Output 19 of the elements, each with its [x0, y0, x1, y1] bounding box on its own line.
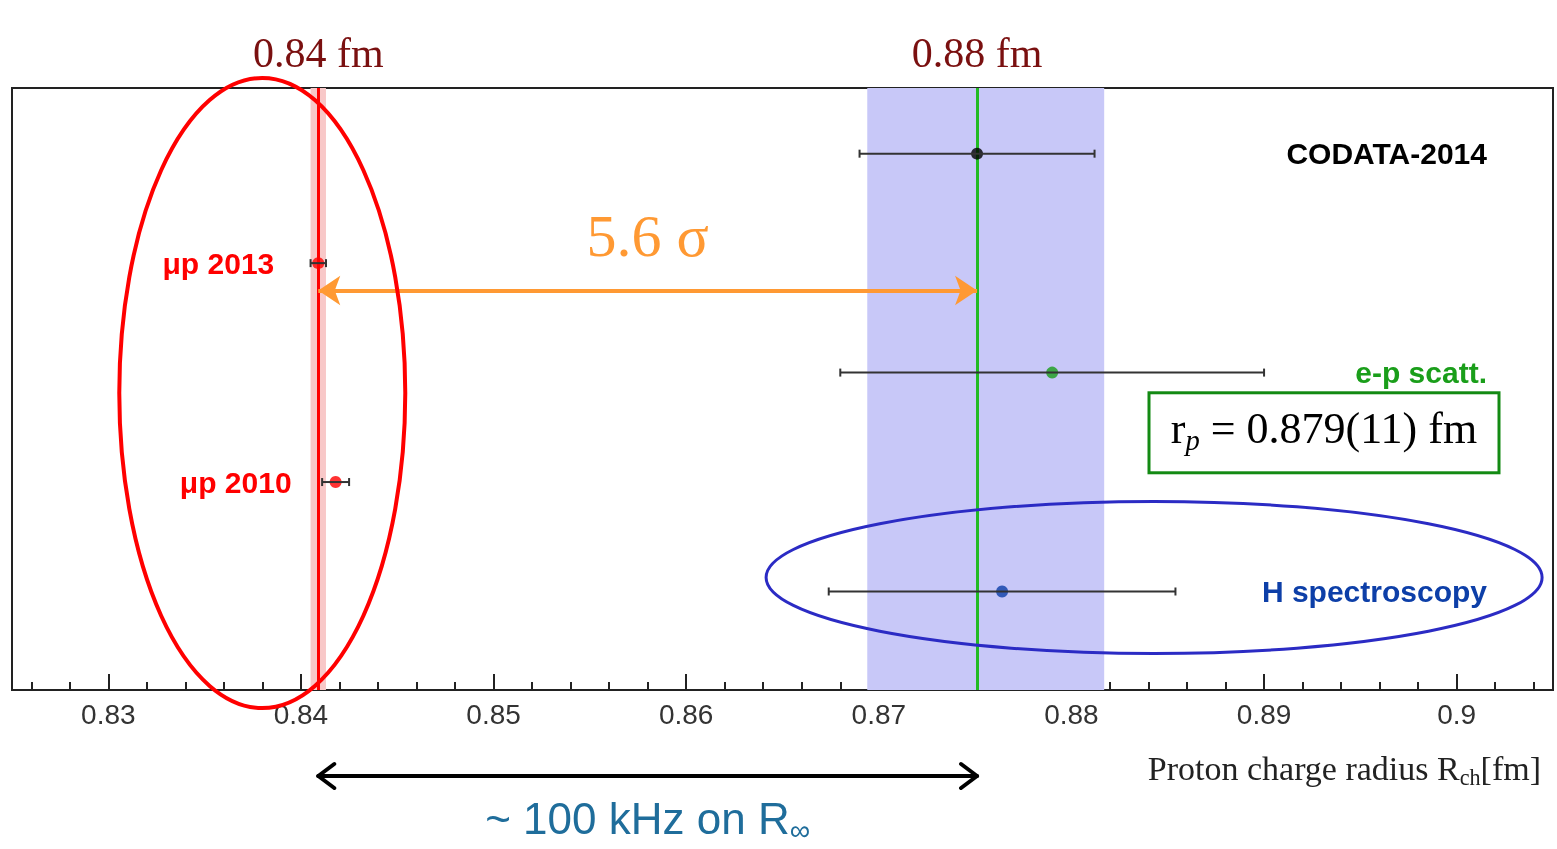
x-tick-label: 0.85 — [466, 698, 521, 730]
x-tick-label: 0.9 — [1437, 698, 1477, 730]
x-tick-label: 0.83 — [81, 698, 136, 730]
x-tick-label: 0.84 — [273, 698, 329, 730]
annotation: r$_{p}$ = 0.879(11) fm — [1170, 403, 1478, 456]
x-tick-label: 0.89 — [1236, 698, 1292, 730]
x-tick-label: 0.87 — [851, 698, 907, 730]
x-axis-title: Proton charge radius R$_{ch}$[fm] — [1147, 749, 1541, 790]
y-tick-label: μp 2013 — [162, 246, 275, 280]
ref-line-label: 0.88 fm — [911, 30, 1043, 76]
text: ~ 100 kHz on R$_{∞}$ — [485, 793, 811, 846]
y-tick-label: μp 2010 — [179, 465, 292, 499]
y-tick-label: e-p scatt. — [1355, 356, 1487, 390]
y-tick-label: CODATA-2014 — [1286, 137, 1488, 171]
x-tick-label: 0.86 — [658, 698, 714, 730]
annotation: 5.6 σ — [586, 203, 709, 270]
y-tick-label: H spectroscopy — [1261, 574, 1488, 608]
ref-line-label: 0.84 fm — [252, 30, 384, 76]
x-tick-label: 0.88 — [1044, 698, 1099, 730]
